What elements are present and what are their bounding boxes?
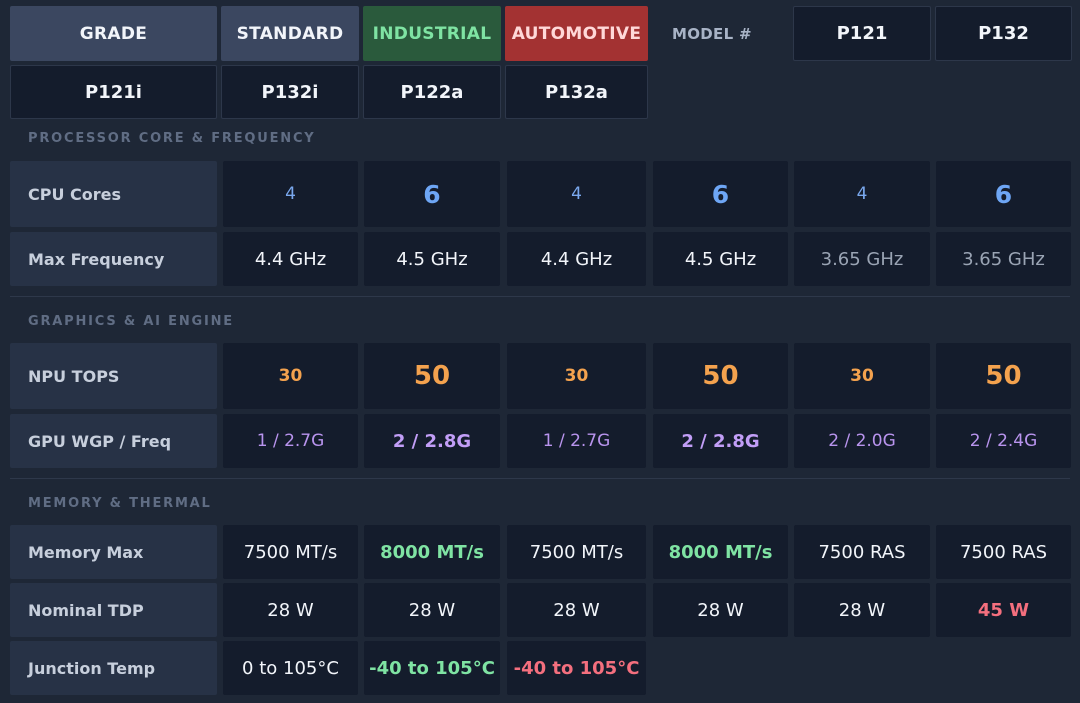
npu-tops-value: 30 bbox=[223, 343, 358, 409]
section-title-processor: PROCESSOR CORE & FREQUENCY bbox=[28, 131, 316, 146]
npu-tops-value: 50 bbox=[653, 343, 788, 409]
max-frequency-value: 4.5 GHz bbox=[653, 232, 788, 286]
max-frequency-value: 3.65 GHz bbox=[794, 232, 930, 286]
npu-tops-value: 30 bbox=[507, 343, 646, 409]
junction-temp-value: -40 to 105°C bbox=[364, 641, 500, 695]
max-frequency-value: 3.65 GHz bbox=[936, 232, 1071, 286]
cpu-cores-value: 6 bbox=[653, 161, 788, 227]
max-frequency-value: 4.4 GHz bbox=[223, 232, 358, 286]
memory-max-value: 7500 MT/s bbox=[223, 525, 358, 579]
section-title-graphics: GRAPHICS & AI ENGINE bbox=[28, 314, 234, 329]
npu-tops-value: 30 bbox=[794, 343, 930, 409]
row-label-cpu-cores: CPU Cores bbox=[10, 161, 217, 227]
grade-header: GRADE bbox=[10, 6, 217, 61]
row-label-junction-temp: Junction Temp bbox=[10, 641, 217, 695]
gpu-value: 2 / 2.4G bbox=[936, 414, 1071, 468]
row-label-max-frequency: Max Frequency bbox=[10, 232, 217, 286]
memory-max-value: 7500 RAS bbox=[936, 525, 1071, 579]
cpu-cores-value: 6 bbox=[936, 161, 1071, 227]
npu-tops-value: 50 bbox=[936, 343, 1071, 409]
industrial-legend: INDUSTRIAL bbox=[363, 6, 501, 61]
section-divider bbox=[10, 478, 1070, 479]
npu-tops-value: 50 bbox=[364, 343, 500, 409]
gpu-value: 2 / 2.0G bbox=[794, 414, 930, 468]
gpu-value: 1 / 2.7G bbox=[223, 414, 358, 468]
cpu-cores-value: 4 bbox=[223, 161, 358, 227]
model-header-p132a: P132a bbox=[505, 65, 648, 119]
tdp-value: 28 W bbox=[653, 583, 788, 637]
tdp-value: 28 W bbox=[794, 583, 930, 637]
model-number-header: MODEL # bbox=[672, 24, 752, 43]
memory-max-value: 7500 RAS bbox=[794, 525, 930, 579]
gpu-value: 1 / 2.7G bbox=[507, 414, 646, 468]
tdp-value: 45 W bbox=[936, 583, 1071, 637]
cpu-cores-value: 4 bbox=[507, 161, 646, 227]
automotive-legend: AUTOMOTIVE bbox=[505, 6, 648, 61]
memory-max-value: 8000 MT/s bbox=[653, 525, 788, 579]
max-frequency-value: 4.4 GHz bbox=[507, 232, 646, 286]
row-label-memory-max: Memory Max bbox=[10, 525, 217, 579]
cpu-cores-value: 4 bbox=[794, 161, 930, 227]
row-label-gpu: GPU WGP / Freq bbox=[10, 414, 217, 468]
model-header-p132: P132 bbox=[935, 6, 1072, 61]
gpu-value: 2 / 2.8G bbox=[364, 414, 500, 468]
row-label-nominal-tdp: Nominal TDP bbox=[10, 583, 217, 637]
max-frequency-value: 4.5 GHz bbox=[364, 232, 500, 286]
model-header-p122a: P122a bbox=[363, 65, 501, 119]
section-divider bbox=[10, 296, 1070, 297]
section-title-memory: MEMORY & THERMAL bbox=[28, 496, 212, 511]
junction-temp-value: -40 to 105°C bbox=[507, 641, 646, 695]
tdp-value: 28 W bbox=[364, 583, 500, 637]
memory-max-value: 7500 MT/s bbox=[507, 525, 646, 579]
memory-max-value: 8000 MT/s bbox=[364, 525, 500, 579]
junction-temp-value: 0 to 105°C bbox=[223, 641, 358, 695]
standard-legend: STANDARD bbox=[221, 6, 359, 61]
model-header-p132i: P132i bbox=[221, 65, 359, 119]
row-label-npu-tops: NPU TOPS bbox=[10, 343, 217, 409]
model-header-p121i: P121i bbox=[10, 65, 217, 119]
gpu-value: 2 / 2.8G bbox=[653, 414, 788, 468]
model-header-p121: P121 bbox=[793, 6, 931, 61]
cpu-cores-value: 6 bbox=[364, 161, 500, 227]
tdp-value: 28 W bbox=[507, 583, 646, 637]
tdp-value: 28 W bbox=[223, 583, 358, 637]
